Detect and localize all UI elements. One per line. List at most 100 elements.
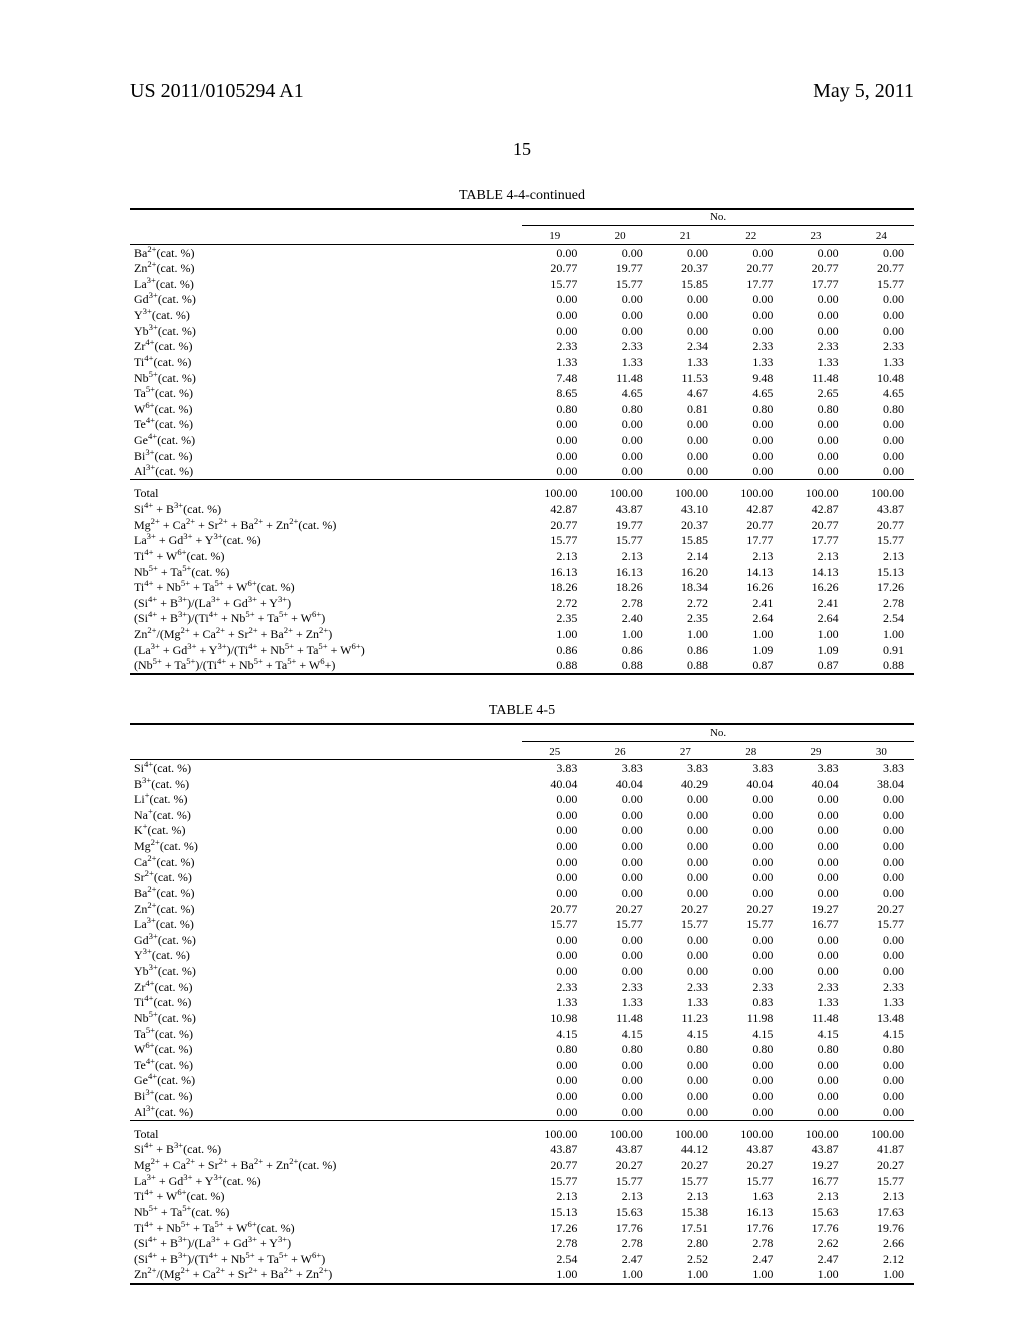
cell-value: 0.00: [653, 1104, 718, 1120]
table-row: Ta5+(cat. %)4.154.154.154.154.154.15: [130, 1026, 914, 1042]
cell-value: 2.33: [783, 339, 848, 355]
cell-value: 0.00: [522, 1089, 587, 1105]
cell-value: 0.80: [718, 1042, 783, 1058]
cell-value: 2.33: [849, 979, 914, 995]
cell-value: 1.00: [783, 1267, 848, 1284]
row-label: Nb5+ + Ta5+(cat. %): [130, 1204, 522, 1220]
cell-value: 38.04: [849, 776, 914, 792]
table-row: Na+(cat. %)0.000.000.000.000.000.00: [130, 807, 914, 823]
cell-value: 0.00: [522, 245, 587, 261]
cell-value: 15.85: [653, 533, 718, 549]
cell-value: 2.13: [522, 1189, 587, 1205]
cell-value: 20.77: [522, 1158, 587, 1174]
cell-value: 40.04: [587, 776, 652, 792]
cell-value: 17.26: [522, 1220, 587, 1236]
table-row: Ge4+(cat. %)0.000.000.000.000.000.00: [130, 1073, 914, 1089]
table-row: Zn2+(cat. %)20.7719.7720.3720.7720.7720.…: [130, 261, 914, 277]
cell-value: 14.13: [783, 564, 848, 580]
cell-value: 1.33: [653, 354, 718, 370]
patent-pub-date: May 5, 2011: [813, 80, 914, 103]
cell-value: 20.27: [718, 1158, 783, 1174]
cell-value: 2.33: [587, 339, 652, 355]
table-row: Gd3+(cat. %)0.000.000.000.000.000.00: [130, 932, 914, 948]
table-row: Mg2+ + Ca2+ + Sr2+ + Ba2+ + Zn2+(cat. %)…: [130, 517, 914, 533]
cell-value: 3.83: [522, 760, 587, 776]
cell-value: 2.41: [783, 595, 848, 611]
table-row: (Si4+ + B3+)/(La3+ + Gd3+ + Y3+)2.782.78…: [130, 1236, 914, 1252]
cell-value: 14.13: [718, 564, 783, 580]
cell-value: 17.76: [718, 1220, 783, 1236]
cell-value: 17.77: [783, 533, 848, 549]
table-row: Zn2+(cat. %)20.7720.2720.2720.2719.2720.…: [130, 901, 914, 917]
cell-value: 16.13: [718, 1204, 783, 1220]
cell-value: 100.00: [653, 1120, 718, 1142]
row-label: Yb3+(cat. %): [130, 964, 522, 980]
cell-value: 19.77: [587, 517, 652, 533]
cell-value: 43.87: [587, 502, 652, 518]
cell-value: 0.00: [783, 854, 848, 870]
cell-value: 0.00: [587, 932, 652, 948]
cell-value: 2.35: [522, 611, 587, 627]
page: US 2011/0105294 A1 May 5, 2011 15 TABLE …: [0, 0, 1024, 1320]
row-label: (Nb5+ + Ta5+)/(Ti4+ + Nb5+ + Ta5+ + W6+): [130, 658, 522, 675]
cell-value: 0.00: [783, 792, 848, 808]
cell-value: 17.63: [849, 1204, 914, 1220]
cell-value: 0.00: [849, 948, 914, 964]
cell-value: 2.13: [783, 1189, 848, 1205]
table-title: TABLE 4-5: [130, 703, 914, 719]
cell-value: 0.00: [783, 417, 848, 433]
cell-value: 0.00: [849, 448, 914, 464]
cell-value: 3.83: [783, 760, 848, 776]
column-number: 28: [718, 741, 783, 760]
cell-value: 0.00: [522, 417, 587, 433]
row-label: Ti4+ + W6+(cat. %): [130, 1189, 522, 1205]
cell-value: 0.00: [653, 1073, 718, 1089]
cell-value: 0.00: [849, 1073, 914, 1089]
cell-value: 16.77: [783, 917, 848, 933]
cell-value: 13.48: [849, 1010, 914, 1026]
cell-value: 15.38: [653, 1204, 718, 1220]
cell-value: 0.80: [522, 401, 587, 417]
row-label: Gd3+(cat. %): [130, 932, 522, 948]
cell-value: 100.00: [849, 480, 914, 502]
cell-value: 0.00: [718, 964, 783, 980]
table-row: Si4+ + B3+(cat. %)43.8743.8744.1243.8743…: [130, 1142, 914, 1158]
row-label: Mg2+(cat. %): [130, 839, 522, 855]
cell-value: 17.77: [718, 276, 783, 292]
cell-value: 0.80: [783, 401, 848, 417]
cell-value: 43.87: [849, 502, 914, 518]
row-label: Nb5+ + Ta5+(cat. %): [130, 564, 522, 580]
data-table: TABLE 4-4-continued No. 192021222324Ba2+…: [130, 188, 914, 675]
cell-value: 0.00: [522, 807, 587, 823]
cell-value: 0.00: [522, 792, 587, 808]
cell-value: 0.00: [587, 417, 652, 433]
table-row: La3+ + Gd3+ + Y3+(cat. %)15.7715.7715.77…: [130, 1173, 914, 1189]
cell-value: 20.77: [522, 517, 587, 533]
cell-value: 0.00: [522, 1104, 587, 1120]
cell-value: 0.00: [653, 433, 718, 449]
table-row: W6+(cat. %)0.800.800.800.800.800.80: [130, 1042, 914, 1058]
cell-value: 0.00: [587, 948, 652, 964]
cell-value: 1.33: [653, 995, 718, 1011]
cell-value: 0.00: [522, 308, 587, 324]
cell-value: 42.87: [718, 502, 783, 518]
row-label: La3+(cat. %): [130, 917, 522, 933]
cell-value: 0.00: [718, 1057, 783, 1073]
cell-value: 7.48: [522, 370, 587, 386]
row-label: Li+(cat. %): [130, 792, 522, 808]
table-row: Ca2+(cat. %)0.000.000.000.000.000.00: [130, 854, 914, 870]
cell-value: 0.00: [783, 807, 848, 823]
column-number: 29: [783, 741, 848, 760]
cell-value: 0.00: [587, 885, 652, 901]
cell-value: 2.33: [522, 979, 587, 995]
cell-value: 2.47: [587, 1251, 652, 1267]
cell-value: 20.77: [849, 261, 914, 277]
row-label: Ge4+(cat. %): [130, 1073, 522, 1089]
table-row: Total100.00100.00100.00100.00100.00100.0…: [130, 1120, 914, 1142]
cell-value: 0.00: [587, 839, 652, 855]
cell-value: 0.80: [653, 1042, 718, 1058]
row-label: W6+(cat. %): [130, 1042, 522, 1058]
cell-value: 2.34: [653, 339, 718, 355]
table-row: (La3+ + Gd3+ + Y3+)/(Ti4+ + Nb5+ + Ta5+ …: [130, 642, 914, 658]
cell-value: 0.00: [718, 854, 783, 870]
